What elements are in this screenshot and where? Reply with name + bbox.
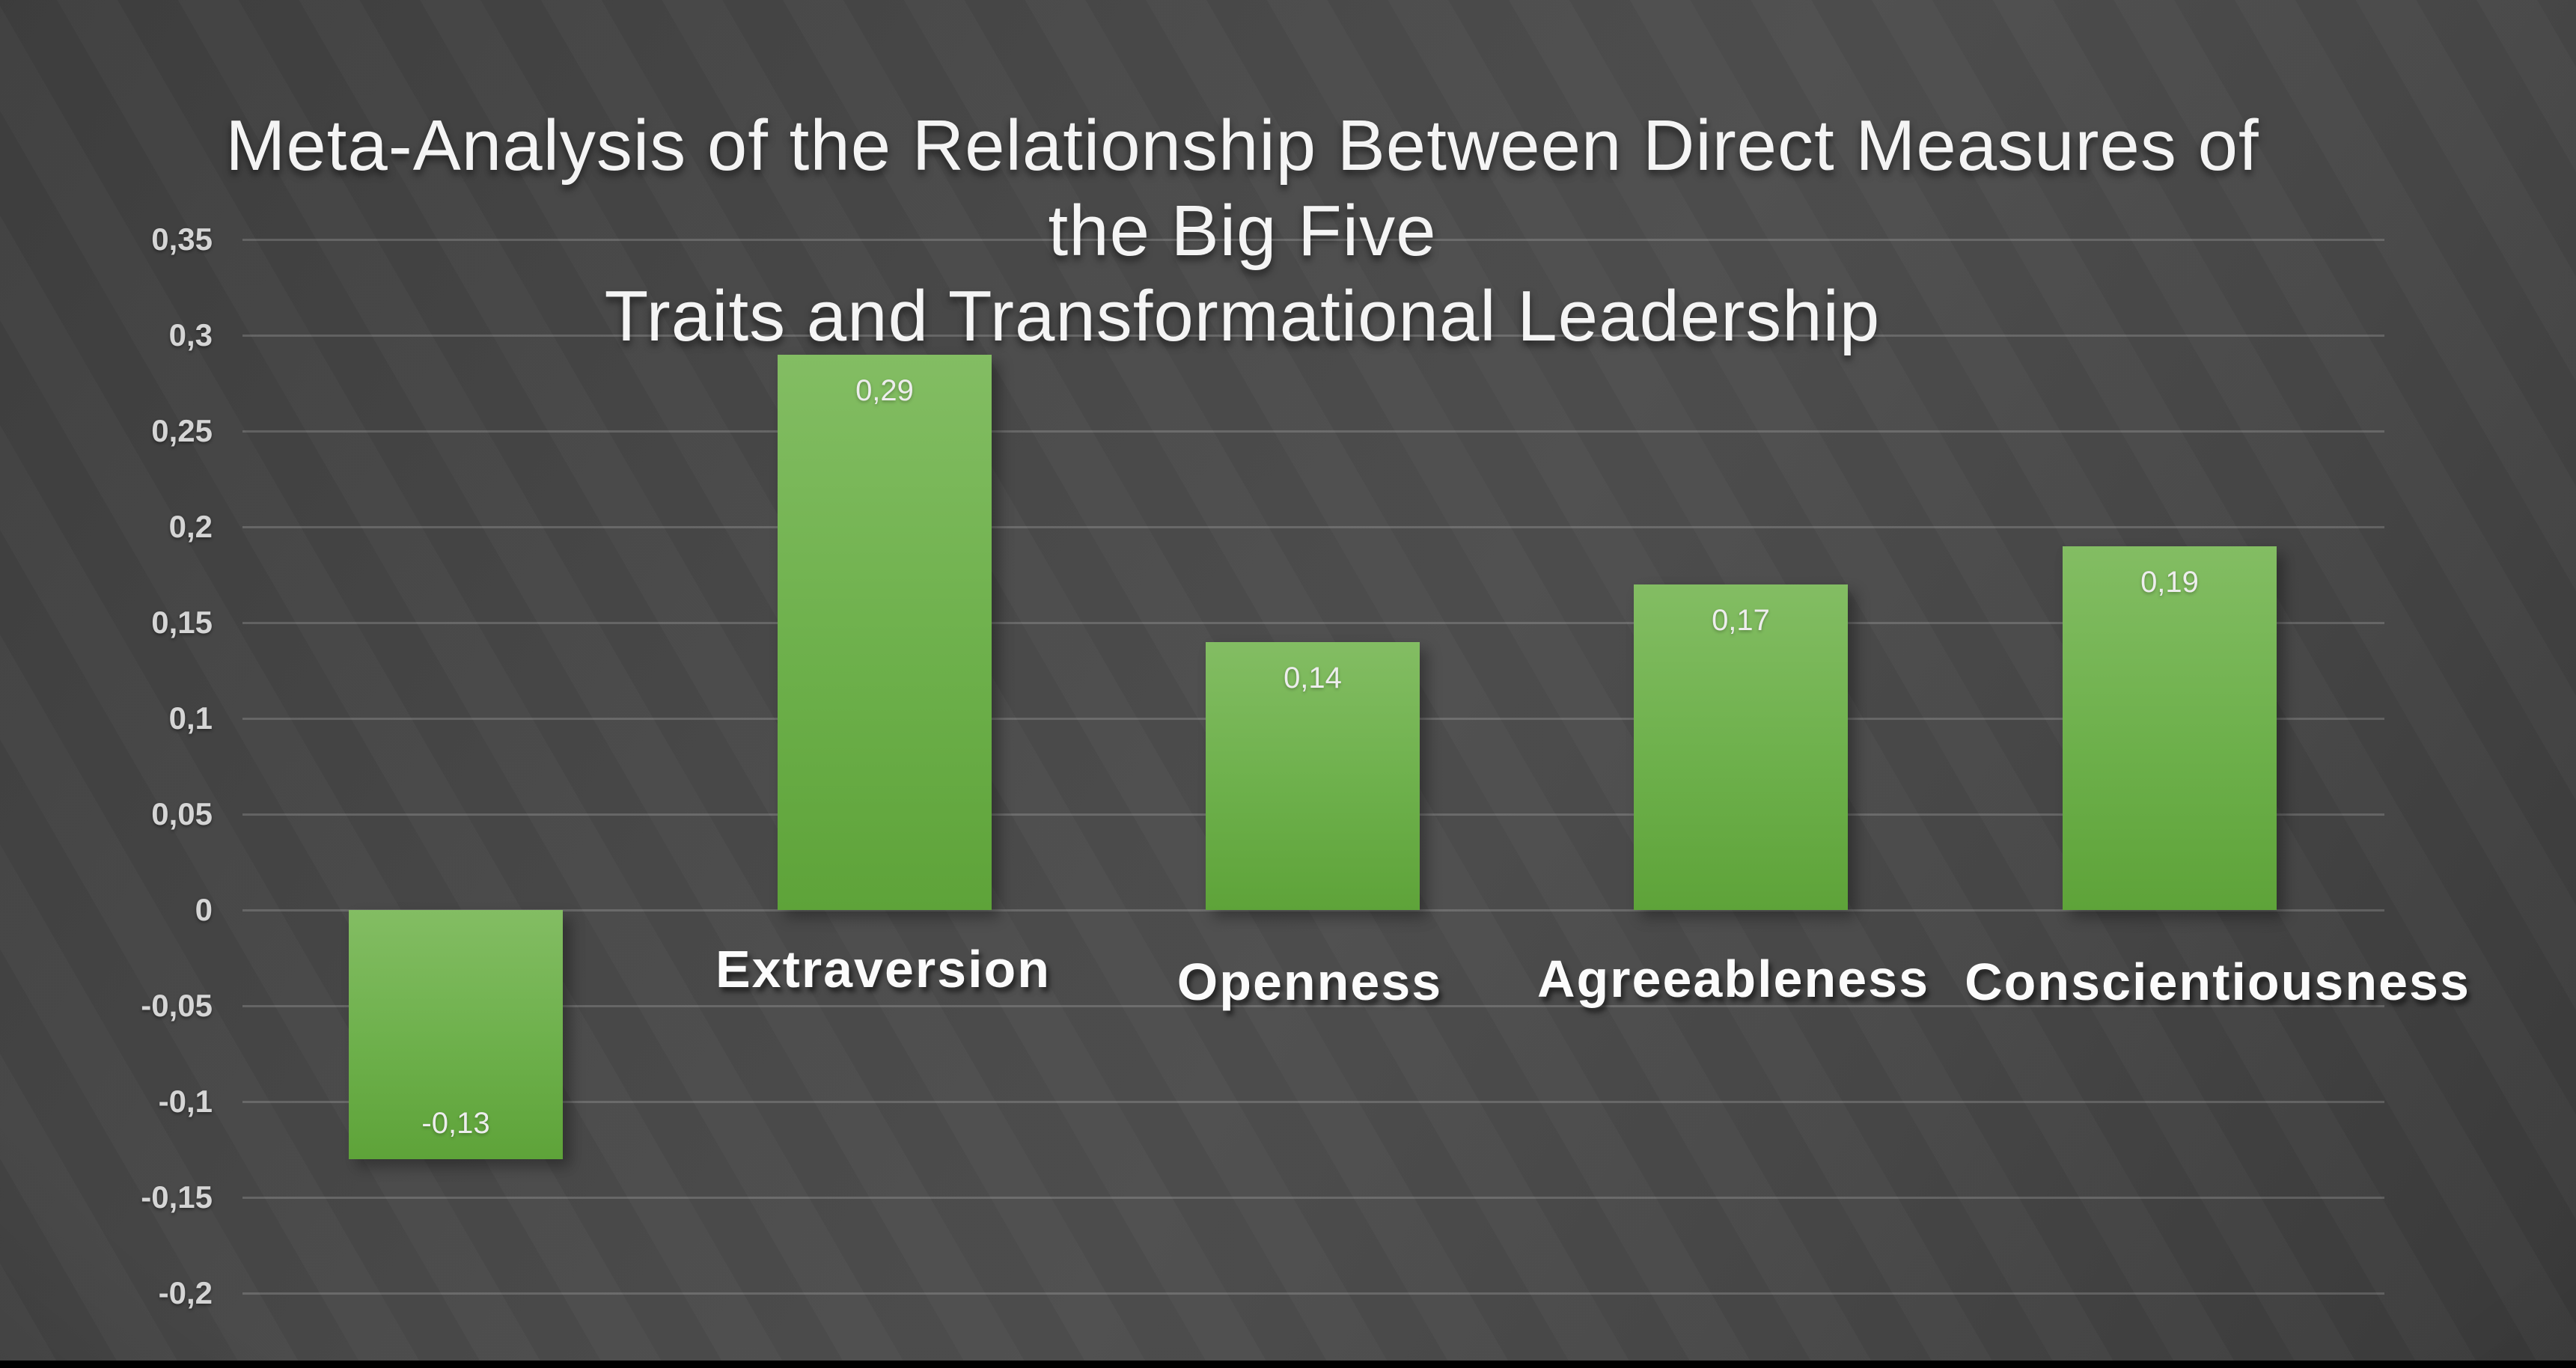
bar: 0,17 — [1634, 584, 1848, 910]
gridline — [242, 1101, 2384, 1103]
category-label: Conscientiousness — [1965, 953, 2470, 1011]
chart-title-line2: Traits and Transformational Leadership — [604, 276, 1881, 356]
gridline — [242, 335, 2384, 337]
y-axis-tick-label: 0,35 — [151, 222, 213, 257]
category-label: Extraversion — [715, 940, 1052, 998]
y-axis-tick-label: -0,2 — [158, 1275, 213, 1310]
bar-value-label: 0,14 — [1284, 662, 1342, 694]
gridline — [242, 1005, 2384, 1007]
category-label: Agreeableness — [1536, 950, 1930, 1008]
bar-value-label: 0,17 — [1712, 604, 1770, 637]
bar: 0,29 — [778, 355, 992, 910]
y-axis-tick-label: 0,25 — [151, 413, 213, 448]
y-axis-tick-label: -0,05 — [141, 988, 213, 1023]
y-axis-tick-label: 0,2 — [168, 509, 213, 544]
gridline — [242, 622, 2384, 624]
y-axis-tick-label: 0,3 — [168, 317, 213, 352]
y-axis-tick-label: 0,05 — [151, 796, 213, 831]
gridline — [242, 430, 2384, 433]
bar-value-label: 0,29 — [855, 374, 914, 407]
letterbox-bottom — [0, 1361, 2576, 1368]
gridline — [242, 1197, 2384, 1199]
gridline — [242, 1292, 2384, 1295]
bar-value-label: -0,13 — [421, 1107, 490, 1140]
category-label: Openness — [1176, 953, 1443, 1011]
gridline — [242, 526, 2384, 528]
gridline — [242, 239, 2384, 241]
y-axis-tick-label: 0 — [195, 892, 213, 927]
y-axis-tick-label: 0,1 — [168, 700, 213, 736]
y-axis-tick-label: 0,15 — [151, 605, 213, 640]
bar-value-label: 0,19 — [2140, 566, 2199, 599]
bar: -0,13 — [349, 910, 563, 1159]
gridline — [242, 909, 2384, 912]
chart-title: Meta-Analysis of the Relationship Betwee… — [225, 103, 2260, 359]
y-axis-tick-label: -0,15 — [141, 1179, 213, 1215]
y-axis-tick-label: -0,1 — [158, 1084, 213, 1119]
bar: 0,14 — [1206, 642, 1420, 910]
bar: 0,19 — [2063, 546, 2277, 910]
chart-title-line1: Meta-Analysis of the Relationship Betwee… — [225, 106, 2259, 271]
